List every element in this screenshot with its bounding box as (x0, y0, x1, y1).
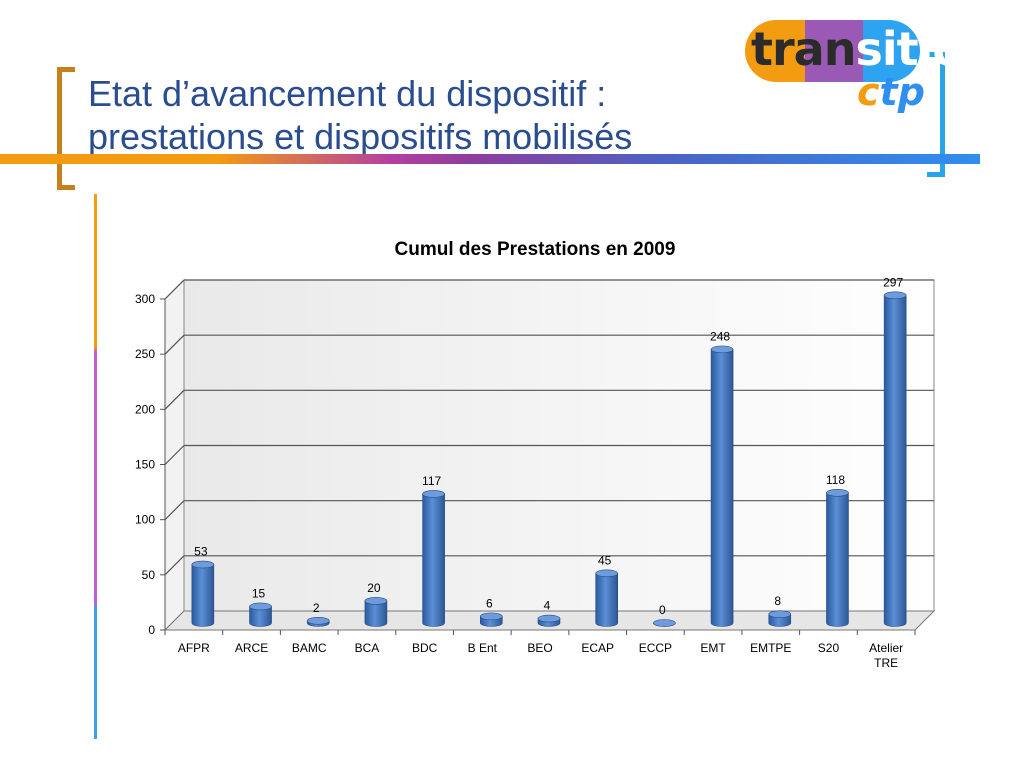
bar-top (191, 560, 215, 569)
bar-eccp (653, 619, 676, 627)
y-tick-label: 250 (135, 347, 155, 361)
x-tick-label: BAMC (292, 641, 327, 655)
bar-top (710, 345, 734, 354)
x-tick-label: BDC (412, 641, 438, 655)
x-tick-label: AFPR (178, 641, 210, 655)
gridline-diagonal (164, 389, 185, 410)
side-rule (94, 194, 97, 739)
data-label: 2 (313, 601, 320, 615)
logo-pill (745, 20, 920, 82)
right-bracket-decoration (927, 52, 945, 177)
bar-body (364, 600, 388, 627)
y-tick-label: 100 (135, 513, 155, 527)
bar-atelier-tre (883, 291, 907, 627)
slide-title-line1: Etat d’avancement du dispositif : (88, 73, 607, 114)
slide-title-line2: prestations et dispositifs mobilisés (88, 116, 633, 157)
x-tick-label: ECCP (639, 641, 672, 655)
bar-body (826, 492, 849, 627)
transitio-ctp-logo: transitio ctp (745, 20, 964, 120)
gridline-diagonal (164, 279, 185, 300)
bar-emt (710, 345, 734, 627)
data-label: 6 (486, 596, 493, 610)
data-label: 45 (598, 553, 612, 567)
x-tick-label-line: TRE (874, 656, 898, 670)
x-tick-label: ARCE (235, 641, 268, 655)
bar-top (480, 612, 503, 621)
bar-top (306, 616, 330, 625)
data-label: 248 (710, 329, 730, 343)
bar-top (537, 614, 561, 623)
bar-body (422, 493, 445, 627)
y-tick-label: 150 (135, 458, 155, 472)
chart-title: Cumul des Prestations en 2009 (395, 239, 676, 260)
data-label: 0 (659, 603, 666, 617)
x-tick-label-line: Atelier (869, 641, 903, 655)
bar-ecap (595, 569, 618, 627)
bar-body (883, 295, 907, 627)
data-label: 8 (774, 594, 781, 608)
y-tick-label: 200 (135, 402, 155, 416)
gridline-diagonal (164, 555, 185, 576)
logo-subtitle: ctp (857, 70, 925, 114)
y-tick-label: 0 (148, 623, 155, 637)
gridline-diagonal (164, 445, 185, 465)
data-label: 118 (826, 473, 845, 487)
bar-body (249, 606, 272, 627)
bar-bamc (306, 616, 330, 627)
bar-top (826, 489, 849, 497)
bar-bdc (422, 490, 445, 627)
bar-arce (249, 602, 272, 627)
x-tick-label: ECAP (581, 641, 614, 655)
bar-emtpe (768, 610, 792, 627)
bar-top (249, 602, 272, 611)
x-tick-label: BEO (527, 641, 552, 655)
gridline-diagonal (164, 500, 185, 521)
logo-wordmark: transitio (751, 22, 964, 76)
data-label: 20 (367, 581, 381, 595)
x-tick-label: B Ent (468, 641, 498, 655)
y-tick-label: 50 (142, 568, 156, 582)
header-rule (0, 154, 980, 164)
data-label: 53 (194, 545, 208, 559)
bar-top (422, 490, 445, 498)
x-tick-label: S20 (818, 641, 840, 655)
y-tick-label: 300 (135, 292, 155, 306)
bar-body (710, 349, 734, 627)
x-tick-label: Atelier TRE (869, 641, 903, 670)
bar-top (364, 597, 388, 605)
slide-title: Etat d’avancement du dispositif : presta… (88, 72, 632, 158)
bar-afpr (191, 560, 215, 627)
bar-top (768, 610, 792, 618)
bar-s20 (826, 489, 849, 627)
bar-beo (537, 614, 561, 627)
data-label: 4 (544, 599, 551, 613)
data-label: 15 (252, 586, 266, 600)
x-tick-label: EMTPE (750, 641, 791, 655)
x-tick-label: BCA (355, 641, 380, 655)
x-tick-label: EMT (700, 641, 726, 655)
gridline-diagonal (164, 334, 185, 355)
bar-top (595, 569, 618, 578)
bar-top (653, 619, 676, 627)
bar-body (595, 573, 618, 627)
bar-b-ent (480, 612, 503, 627)
data-label: 297 (883, 275, 903, 289)
data-label: 117 (422, 474, 441, 488)
bar-bca (364, 597, 388, 627)
left-bracket-decoration (57, 67, 75, 190)
bar-top (883, 291, 907, 300)
bar-body (191, 564, 215, 627)
